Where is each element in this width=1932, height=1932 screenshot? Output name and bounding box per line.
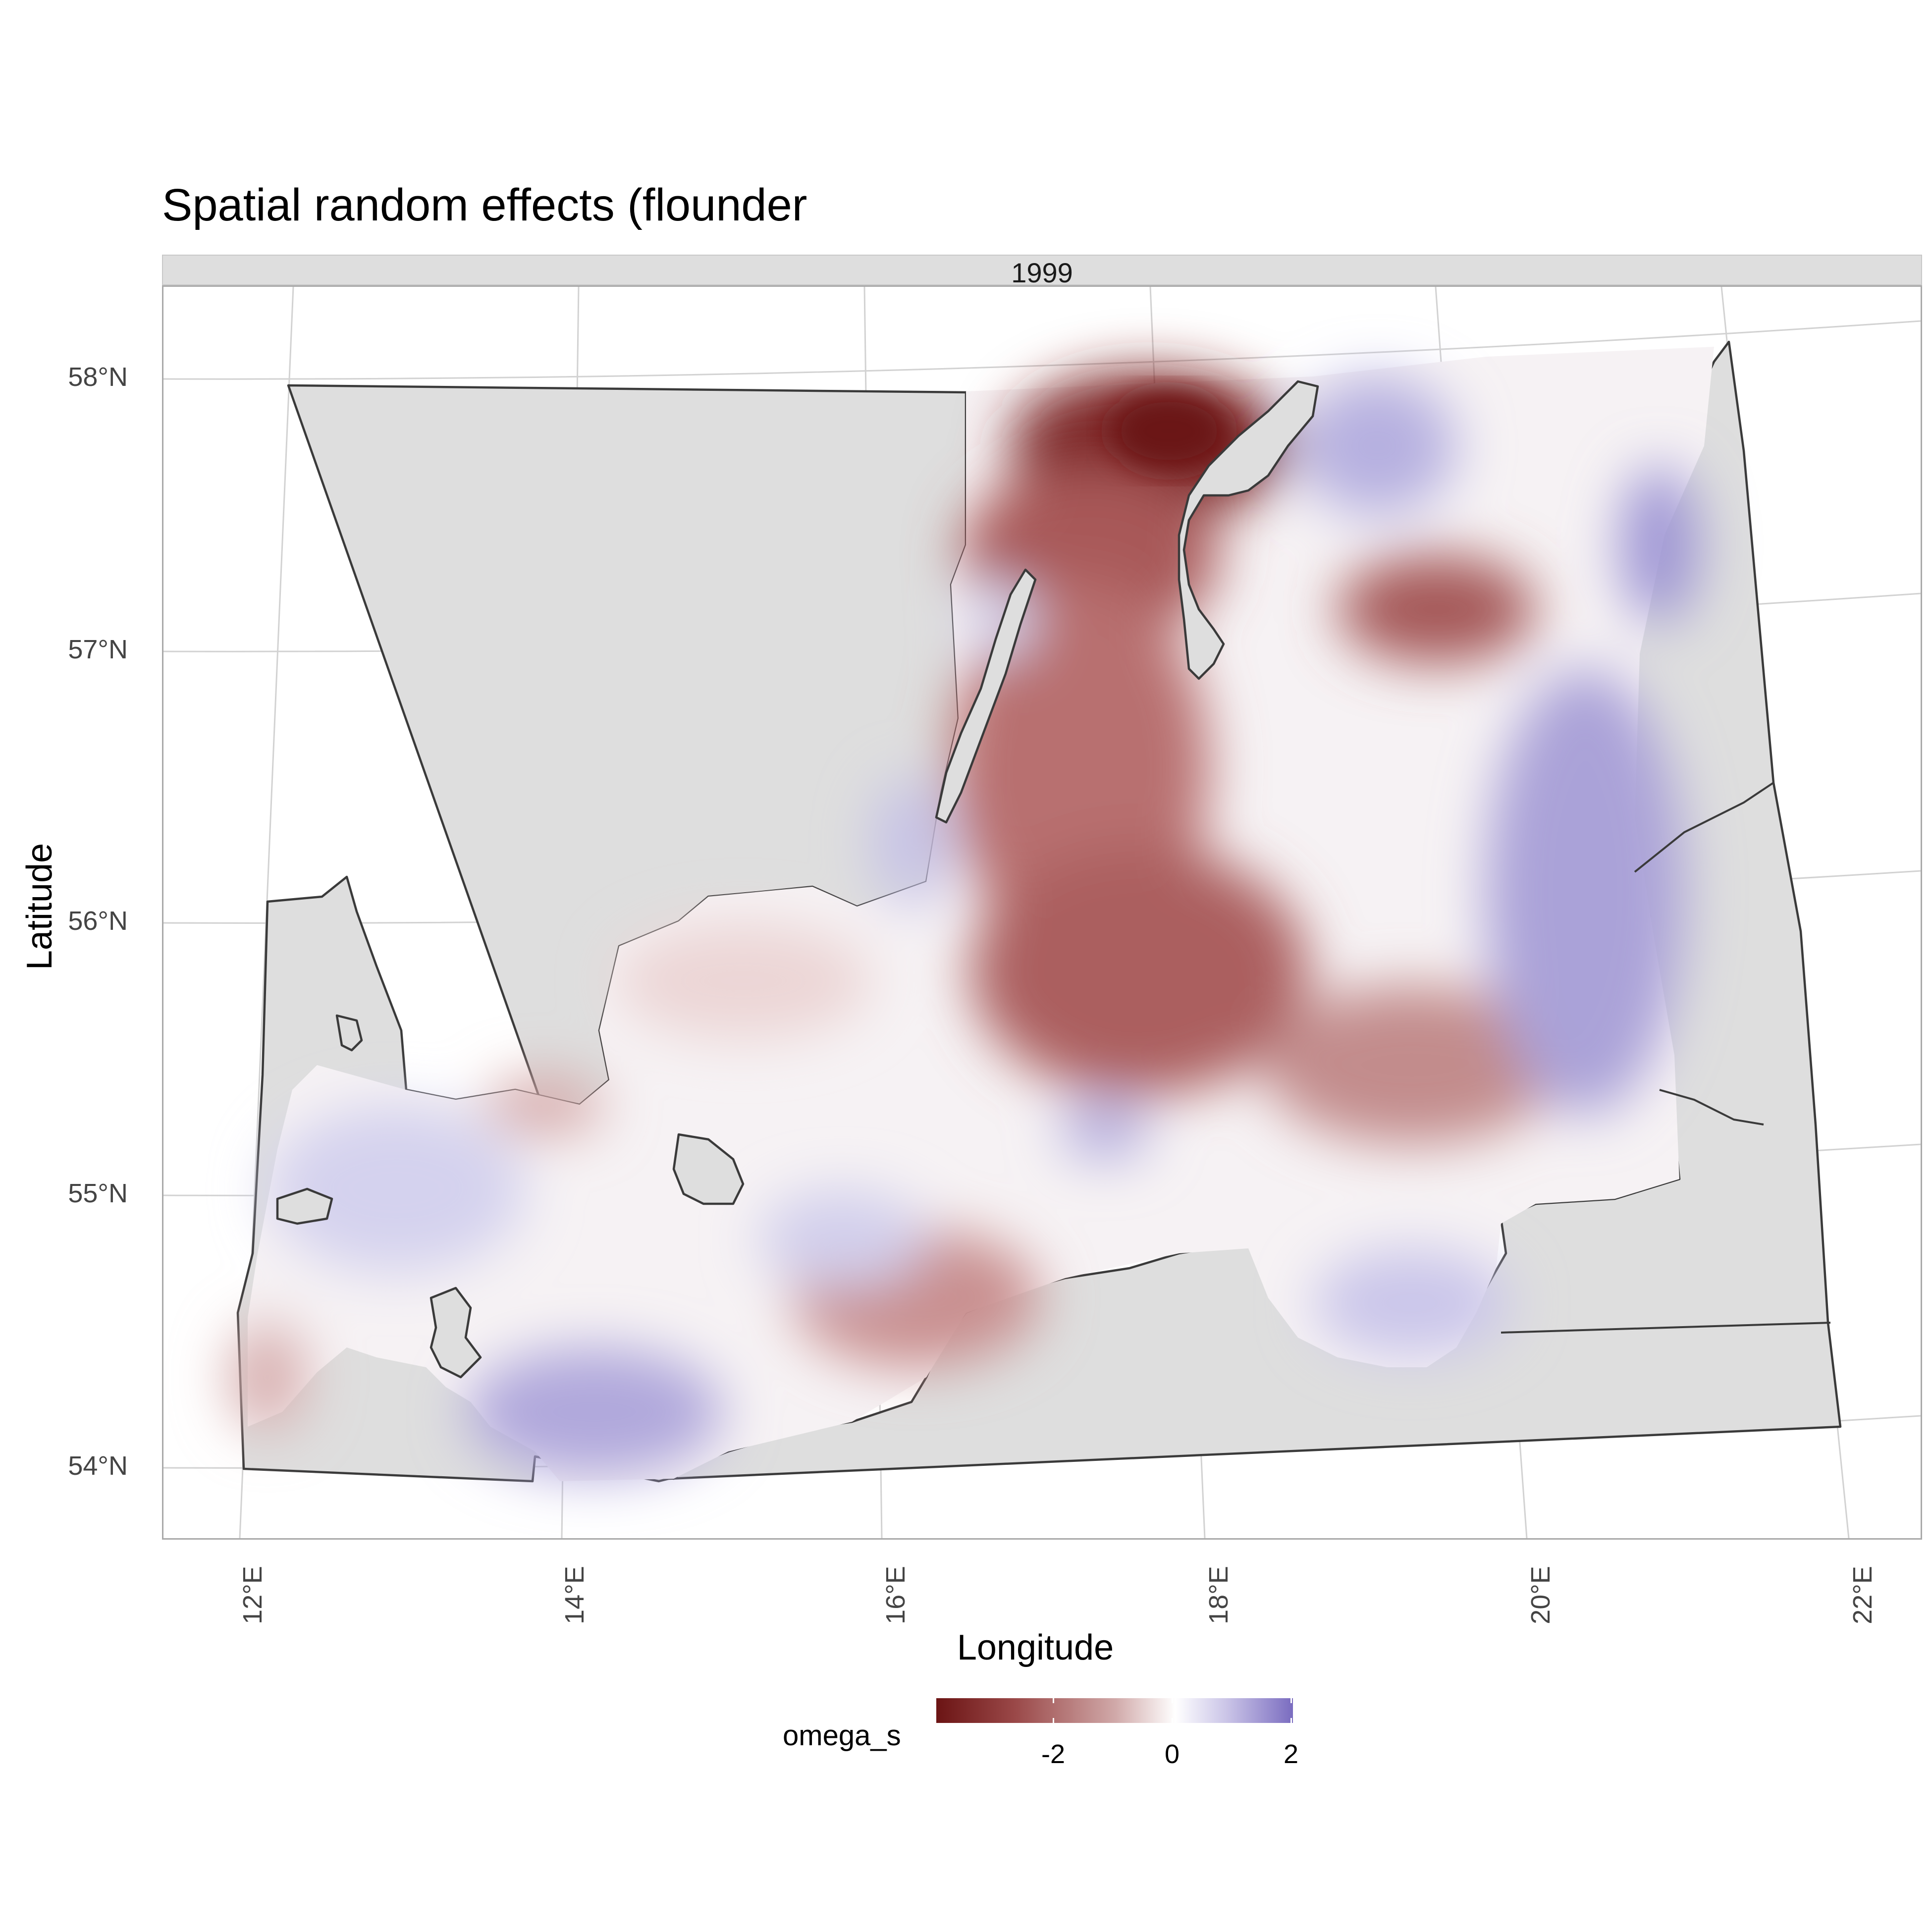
gotland bbox=[1178, 380, 1319, 680]
chart-title: Spatial random effects (flounder bbox=[162, 180, 807, 230]
border-lithuania bbox=[1634, 782, 1774, 873]
legend-tick-mark bbox=[1290, 1718, 1292, 1723]
pos-east-coast bbox=[1486, 669, 1684, 1115]
x-tick-16: 16°E bbox=[881, 1566, 911, 1624]
pos-west bbox=[268, 1105, 525, 1273]
random-effect-field bbox=[228, 347, 1714, 1481]
islands bbox=[276, 380, 1319, 1379]
border-kaliningrad bbox=[1501, 1322, 1831, 1334]
legend-tick-mark bbox=[1053, 1718, 1054, 1723]
y-tick-58: 58°N bbox=[68, 362, 128, 392]
neg-core-dark bbox=[1110, 391, 1229, 471]
pos-northeast-edge bbox=[1620, 466, 1699, 624]
neg-southeast bbox=[1263, 986, 1560, 1144]
pos-southeast bbox=[1313, 1248, 1511, 1357]
grid-lat-58 bbox=[163, 320, 1921, 380]
neg-core-central bbox=[971, 847, 1308, 1095]
lolland bbox=[276, 1187, 333, 1225]
facet-label: 1999 bbox=[1011, 257, 1073, 288]
y-tick-55: 55°N bbox=[68, 1179, 128, 1208]
y-tick-57: 57°N bbox=[68, 635, 128, 664]
legend-tick-label: 0 bbox=[1164, 1739, 1180, 1769]
legend-tick-label: 2 bbox=[1283, 1739, 1299, 1769]
neg-southwest-coast bbox=[485, 1075, 604, 1134]
x-tick-14: 14°E bbox=[560, 1566, 590, 1624]
legend-tick-mark bbox=[1172, 1718, 1173, 1723]
legend-title: omega_s bbox=[783, 1719, 901, 1752]
facet-strip: 1999 bbox=[162, 255, 1922, 288]
legend-colorbar bbox=[936, 1698, 1293, 1723]
x-tick-12: 12°E bbox=[238, 1566, 268, 1624]
border-lithuania-south bbox=[1659, 1089, 1764, 1126]
pos-northeast bbox=[1298, 376, 1456, 515]
pos-bight bbox=[758, 1189, 926, 1288]
legend-tick-mark bbox=[1290, 1698, 1292, 1703]
rugen bbox=[429, 1287, 482, 1379]
x-tick-20: 20°E bbox=[1526, 1566, 1556, 1624]
legend-tick-mark bbox=[1053, 1698, 1054, 1703]
pos-kalmar bbox=[872, 778, 951, 907]
neg-west-edge bbox=[228, 1323, 307, 1432]
y-tick-56: 56°N bbox=[68, 906, 128, 936]
oland bbox=[935, 568, 1037, 824]
y-axis-label: Latitude bbox=[20, 843, 59, 970]
pos-southwest bbox=[466, 1347, 723, 1476]
x-tick-18: 18°E bbox=[1204, 1566, 1234, 1624]
neg-east bbox=[1338, 555, 1536, 664]
borders bbox=[1501, 782, 1831, 1334]
pos-bornholm bbox=[1060, 1100, 1149, 1159]
bornholm bbox=[672, 1133, 745, 1205]
y-tick-54: 54°N bbox=[68, 1451, 128, 1481]
neg-center-band bbox=[614, 921, 872, 1040]
legend-tick-mark bbox=[1172, 1698, 1173, 1703]
x-tick-22: 22°E bbox=[1848, 1566, 1878, 1624]
zealand-south bbox=[335, 1014, 363, 1052]
x-axis-label: Longitude bbox=[957, 1628, 1114, 1667]
legend-tick-label: -2 bbox=[1041, 1739, 1066, 1769]
